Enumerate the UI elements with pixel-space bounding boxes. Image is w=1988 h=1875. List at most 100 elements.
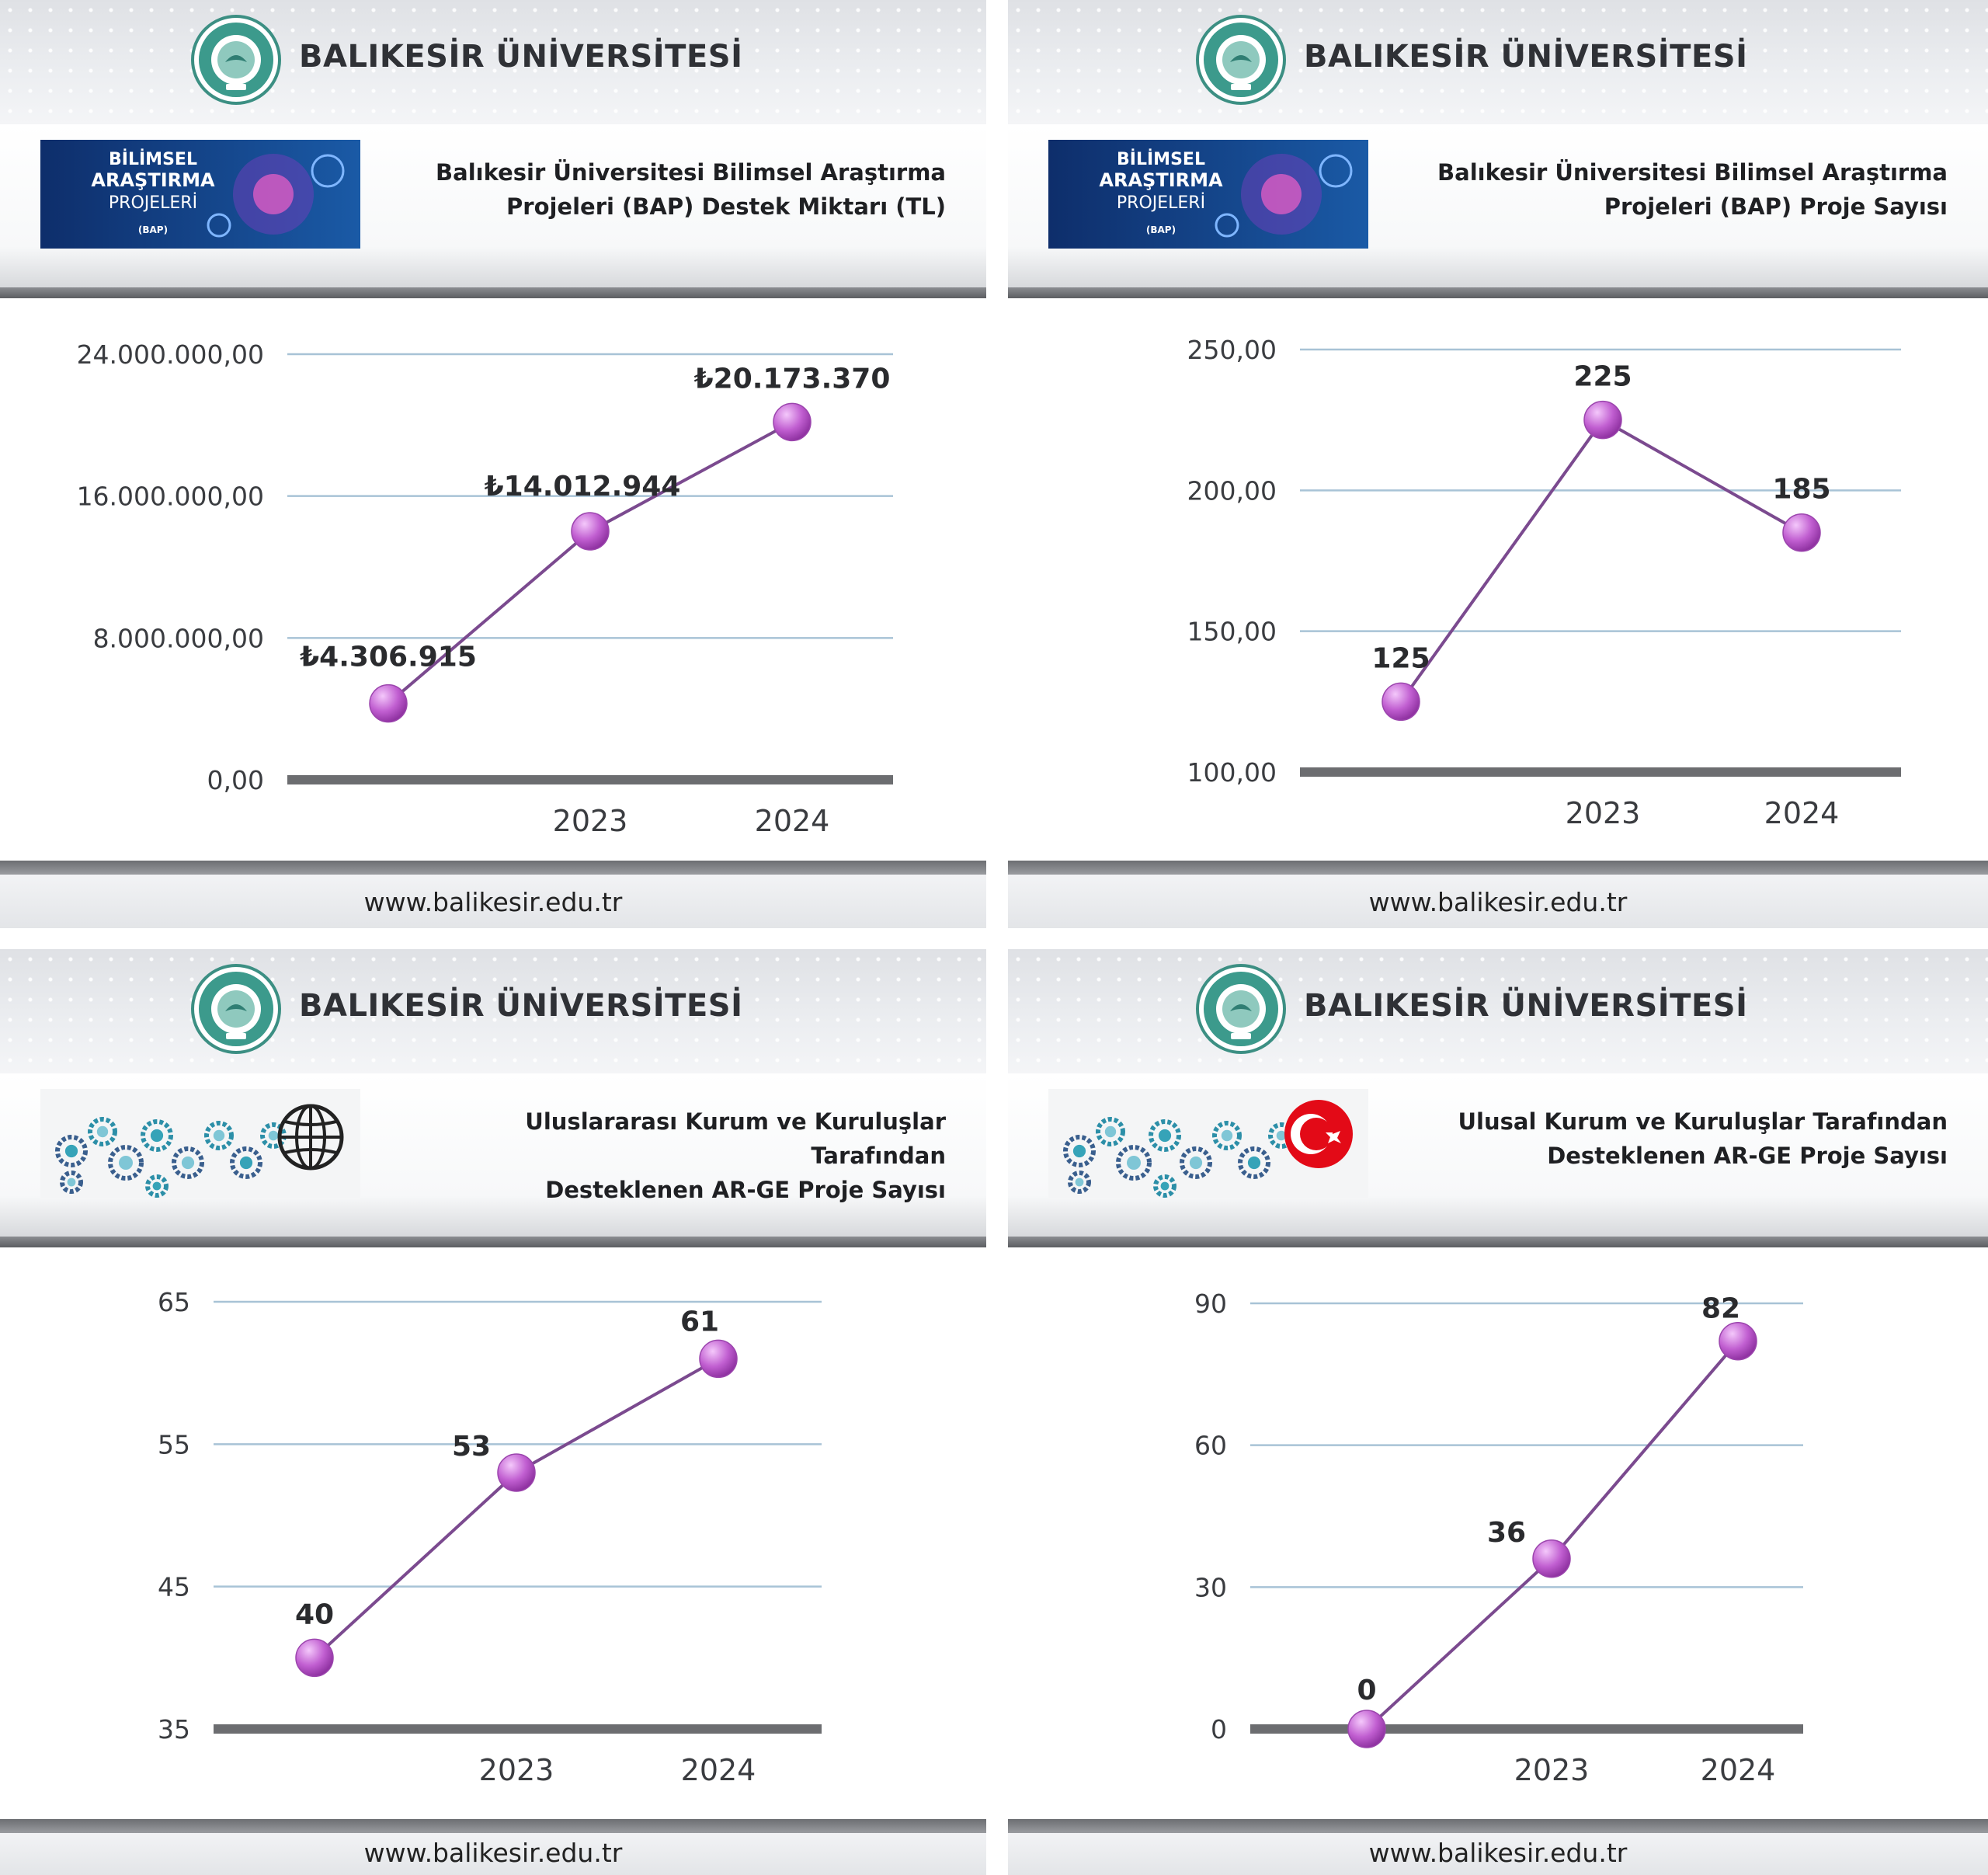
y-tick-label: 55 xyxy=(158,1429,190,1459)
bap-logo-text: (BAP) xyxy=(138,224,168,235)
divider xyxy=(1008,1237,1988,1247)
chart-subtitle: Balıkesir Üniversitesi Bilimsel Araştırm… xyxy=(1404,155,1948,224)
y-tick-label: 8.000.000,00 xyxy=(93,623,264,653)
line-chart: 0,00 8.000.000,00 16.000.000,00 24.000.000,… xyxy=(77,339,893,838)
data-point xyxy=(1583,400,1622,440)
data-label: ₺4.306.915 xyxy=(300,642,477,673)
footer: www.balikesir.edu.tr xyxy=(1008,875,1988,928)
y-tick-label: 60 xyxy=(1194,1431,1227,1461)
data-label: ₺14.012.944 xyxy=(485,471,681,503)
university-name: BALIKESİR ÜNİVERSİTESİ xyxy=(299,39,743,75)
panel-bap-count: BALIKESİR ÜNİVERSİTESİ BİLİMSEL ARAŞTIRMA P… xyxy=(1008,0,1988,928)
x-tick-label: 2024 xyxy=(755,804,830,838)
data-label: 125 xyxy=(1371,642,1430,674)
university-name: BALIKESİR ÜNİVERSİTESİ xyxy=(299,988,743,1024)
university-logo-icon xyxy=(191,964,281,1054)
data-label: 185 xyxy=(1772,474,1830,506)
y-tick-label: 24.000.000,00 xyxy=(77,339,264,370)
data-point xyxy=(295,1638,334,1678)
series-line xyxy=(1399,418,1802,703)
data-label: ₺20.173.370 xyxy=(694,363,891,395)
footer-divider xyxy=(0,861,986,875)
y-tick-label: 16.000.000,00 xyxy=(77,482,264,512)
website-link[interactable]: www.balikesir.edu.tr xyxy=(1368,1838,1628,1868)
footer-divider xyxy=(1008,1819,1988,1833)
y-tick-label: 90 xyxy=(1194,1289,1227,1319)
y-tick-label: 150,00 xyxy=(1187,617,1277,647)
x-tick-label: 2024 xyxy=(1701,1753,1776,1787)
subtitle-line-1: Uluslararası Kurum ve Kuruluşlar Tarafın… xyxy=(525,1108,946,1169)
footer: www.balikesir.edu.tr xyxy=(0,875,986,928)
x-tick-label: 2023 xyxy=(479,1753,554,1787)
bap-logo-text: PROJELERİ xyxy=(109,193,197,213)
header: BALIKESİR ÜNİVERSİTESİ xyxy=(1008,0,1988,124)
footer-divider xyxy=(1008,861,1988,875)
website-link[interactable]: www.balikesir.edu.tr xyxy=(363,887,623,917)
line-chart: 35 45 55 65 2023 2024 40 53 61 xyxy=(158,1287,822,1787)
data-point xyxy=(571,512,610,551)
subtitle-line-1: Balıkesir Üniversitesi Bilimsel Araştırm… xyxy=(436,159,946,186)
university-logo-icon xyxy=(191,15,281,105)
data-point xyxy=(1719,1321,1757,1361)
panel-national-rd: BALIKESİR ÜNİVERSİTESİ Ulusal Kurum ve Ku… xyxy=(1008,949,1988,1875)
university-logo-icon xyxy=(1196,15,1286,105)
panel-intl-rd: BALIKESİR ÜNİVERSİTESİ Uluslararası Kurum… xyxy=(0,949,986,1875)
chart-subtitle: Balıkesir Üniversitesi Bilimsel Araştırm… xyxy=(402,155,946,224)
y-tick-label: 0 xyxy=(1211,1714,1227,1745)
data-label: 61 xyxy=(680,1306,719,1338)
data-point xyxy=(773,402,812,442)
website-link[interactable]: www.balikesir.edu.tr xyxy=(363,1838,623,1868)
series-line xyxy=(1365,1340,1740,1731)
y-tick-label: 30 xyxy=(1194,1572,1227,1602)
subtitle-line-2: Projeleri (BAP) Destek Miktarı (TL) xyxy=(506,193,946,220)
chart-subtitle: Ulusal Kurum ve Kuruluşlar Tarafından Des… xyxy=(1404,1104,1948,1173)
data-point xyxy=(1382,682,1420,722)
footer-divider xyxy=(0,1819,986,1833)
y-tick-label: 100,00 xyxy=(1187,757,1277,788)
gears-globe-icon xyxy=(40,1089,360,1198)
data-point xyxy=(497,1453,536,1492)
data-label: 0 xyxy=(1357,1675,1376,1706)
university-name: BALIKESİR ÜNİVERSİTESİ xyxy=(1304,988,1748,1024)
footer: www.balikesir.edu.tr xyxy=(0,1833,986,1875)
bap-logo-text: BİLİMSEL xyxy=(1117,149,1205,169)
x-tick-label: 2024 xyxy=(1764,796,1840,830)
divider xyxy=(0,287,986,298)
data-label: 40 xyxy=(295,1598,334,1630)
bap-logo-text: BİLİMSEL xyxy=(109,149,197,169)
header: BALIKESİR ÜNİVERSİTESİ xyxy=(1008,949,1988,1073)
subtitle-line-2: Projeleri (BAP) Proje Sayısı xyxy=(1604,193,1948,220)
header: BALIKESİR ÜNİVERSİTESİ xyxy=(0,949,986,1073)
bap-logo-text: ARAŞTIRMA xyxy=(1099,169,1223,191)
data-label: 225 xyxy=(1573,361,1632,393)
x-tick-label: 2023 xyxy=(1514,1753,1590,1787)
bap-logo-text: PROJELERİ xyxy=(1117,193,1205,213)
chart-subtitle: Uluslararası Kurum ve Kuruluşlar Tarafın… xyxy=(402,1104,946,1207)
subtitle-line-2: Desteklenen AR-GE Proje Sayısı xyxy=(545,1177,946,1203)
gears-turkish-flag-icon xyxy=(1048,1089,1368,1198)
data-point xyxy=(369,684,408,723)
footer: www.balikesir.edu.tr xyxy=(1008,1833,1988,1875)
x-tick-label: 2023 xyxy=(1566,796,1641,830)
y-tick-label: 0,00 xyxy=(207,765,264,795)
y-tick-label: 250,00 xyxy=(1187,335,1277,365)
header: BALIKESİR ÜNİVERSİTESİ xyxy=(0,0,986,124)
line-chart: 0 30 60 90 2023 2024 0 36 82 xyxy=(1194,1289,1803,1787)
data-label: 36 xyxy=(1487,1517,1526,1549)
university-name: BALIKESİR ÜNİVERSİTESİ xyxy=(1304,39,1748,75)
subtitle-line-1: Ulusal Kurum ve Kuruluşlar Tarafından xyxy=(1458,1108,1948,1135)
subtitle-line-1: Balıkesir Üniversitesi Bilimsel Araştırm… xyxy=(1437,159,1948,186)
y-tick-label: 45 xyxy=(158,1572,190,1602)
y-tick-label: 200,00 xyxy=(1187,475,1277,506)
x-tick-label: 2024 xyxy=(681,1753,756,1787)
x-tick-label: 2023 xyxy=(553,804,628,838)
data-point xyxy=(699,1339,738,1379)
website-link[interactable]: www.balikesir.edu.tr xyxy=(1368,887,1628,917)
data-point xyxy=(1782,513,1821,552)
bap-logo-text: (BAP) xyxy=(1146,224,1176,235)
university-logo-icon xyxy=(1196,964,1286,1054)
panel-bap-funding: BALIKESİR ÜNİVERSİTESİ BİLİMSEL ARAŞTIRMA P… xyxy=(0,0,986,928)
divider xyxy=(0,1237,986,1247)
